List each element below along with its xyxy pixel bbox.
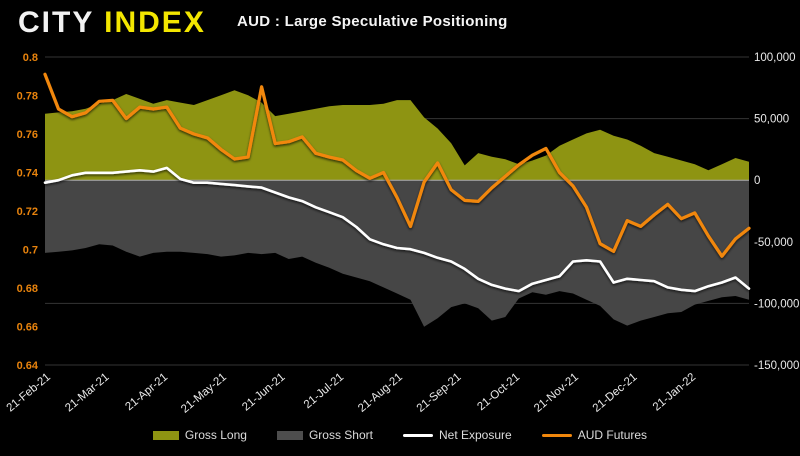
net-exposure-line: [43, 166, 751, 293]
left-axis-label: 0.8: [23, 52, 38, 64]
legend-item-gross-long: Gross Long: [152, 428, 247, 442]
logo-index-text: INDEX: [104, 6, 206, 39]
legend-item-net-exposure: Net Exposure: [403, 428, 512, 442]
legend-item-gross-short: Gross Short: [276, 428, 373, 442]
city-index-logo: CITY INDEX: [18, 6, 206, 40]
legend-item-aud-futures: AUD Futures: [541, 428, 648, 442]
gross-short-area: [45, 180, 749, 327]
right-axis-label: -100,000: [754, 298, 799, 310]
legend-label: Gross Short: [308, 428, 373, 442]
right-axis-label: 50,000: [754, 114, 789, 126]
x-axis-label: 21-Jul-21: [302, 371, 346, 411]
right-axis-label: -150,000: [754, 360, 799, 372]
gross-long-swatch: [152, 430, 179, 440]
left-axis-label: 0.76: [17, 129, 38, 141]
x-axis-label: 21-Dec-21: [591, 371, 640, 415]
chart-title: AUD : Large Speculative Positioning: [237, 13, 508, 30]
right-axis-label: 100,000: [754, 52, 796, 64]
x-axis-label: 21-Nov-21: [532, 371, 581, 415]
net-exposure-swatch: [403, 433, 433, 437]
left-axis-label: 0.64: [17, 360, 39, 372]
gross-long-area: [45, 90, 749, 181]
legend-label: Gross Long: [184, 428, 247, 442]
x-axis-label: 21-Jan-22: [651, 371, 698, 413]
logo-city-text: CITY: [18, 6, 94, 39]
aud-futures-swatch: [541, 433, 572, 437]
x-axis-label: 21-Feb-21: [5, 371, 53, 414]
left-axis-label: 0.78: [17, 91, 38, 103]
aud-futures-line: [43, 72, 751, 258]
right-axis-label: -50,000: [754, 237, 793, 249]
x-axis-label: 21-Jun-21: [240, 371, 287, 413]
gross-short-swatch: [276, 430, 303, 440]
x-axis-label: 21-Apr-21: [123, 371, 170, 413]
legend-label: AUD Futures: [577, 428, 648, 442]
x-axis-label: 21-Sep-21: [415, 371, 464, 415]
chart-legend: Gross Long Gross Short Net Exposure AUD Fut…: [0, 428, 800, 442]
x-axis-label: 21-Mar-21: [63, 371, 111, 414]
legend-label: Net Exposure: [439, 428, 512, 442]
left-axis-label: 0.7: [23, 245, 38, 257]
left-axis-label: 0.72: [17, 206, 38, 218]
right-axis-label: 0: [754, 175, 760, 187]
x-axis-label: 21-Aug-21: [356, 371, 405, 415]
left-axis-label: 0.74: [17, 168, 39, 180]
left-axis-label: 0.66: [17, 322, 38, 334]
x-axis-label: 21-May-21: [179, 371, 229, 416]
left-axis-label: 0.68: [17, 283, 38, 295]
x-axis-label: 21-Oct-21: [475, 371, 522, 413]
